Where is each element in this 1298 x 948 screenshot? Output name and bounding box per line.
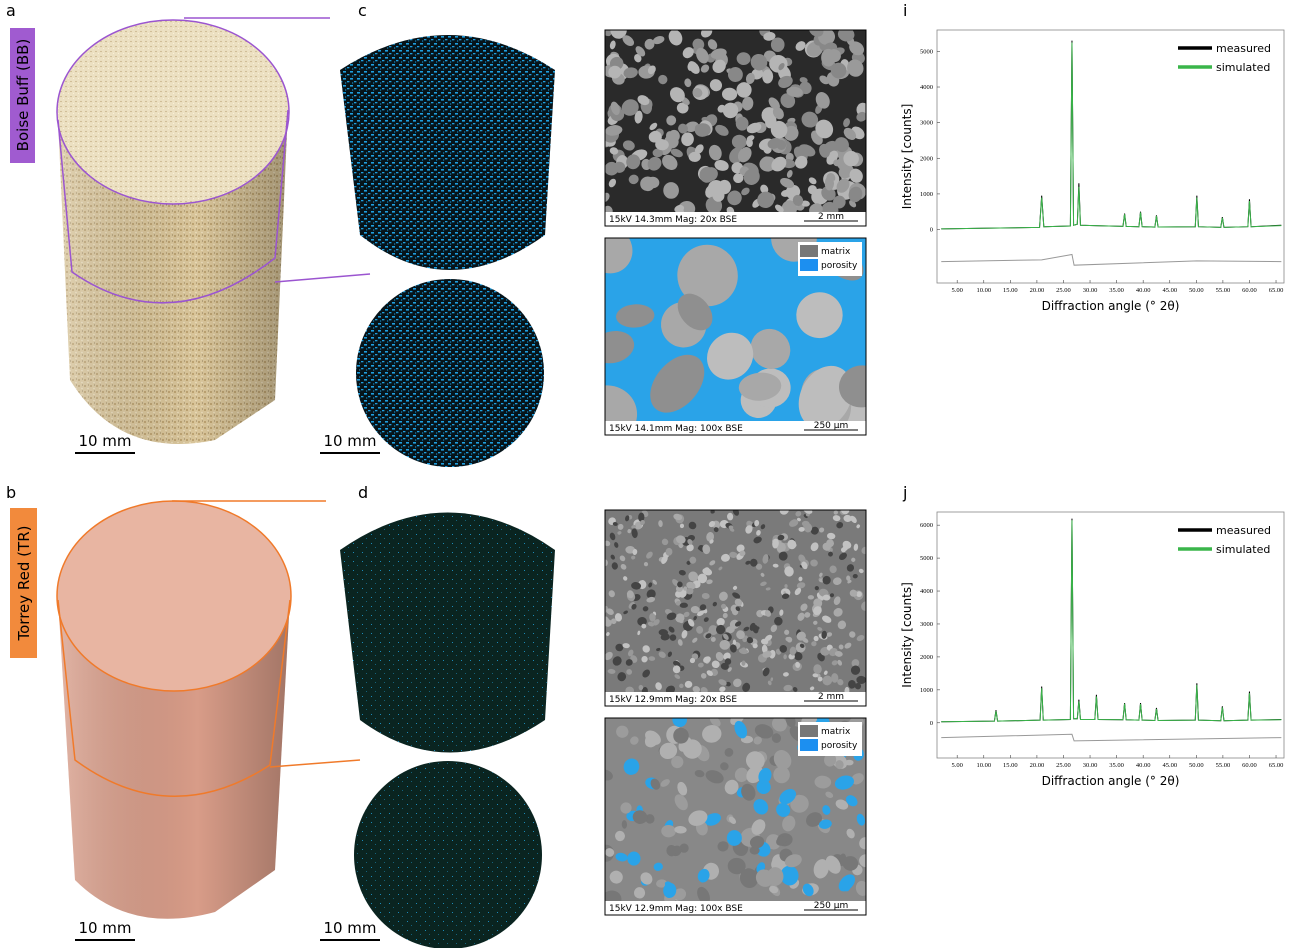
caption: 15kV 12.9mm Mag: 100x BSE bbox=[609, 904, 743, 914]
scale-label: 10 mm bbox=[323, 919, 376, 937]
x-tick-label: 15.00 bbox=[1003, 287, 1018, 294]
figure: a b c d e f g h Boise Buff (BB) Torrey R… bbox=[0, 0, 1298, 948]
y-tick-label: 0 bbox=[930, 227, 933, 234]
x-tick-label: 10.00 bbox=[976, 287, 991, 294]
legend-label: measured bbox=[1216, 524, 1271, 537]
legend-swatch bbox=[800, 245, 818, 257]
ct-slice bbox=[356, 279, 544, 467]
scale-label: 10 mm bbox=[323, 432, 376, 450]
legend-label: matrix bbox=[821, 727, 851, 737]
connector bbox=[270, 760, 360, 767]
x-tick-label: 50.00 bbox=[1189, 762, 1204, 769]
y-tick-label: 6000 bbox=[920, 522, 933, 529]
x-tick-label: 5.00 bbox=[952, 762, 963, 769]
caption: 15kV 12.9mm Mag: 20x BSE bbox=[609, 695, 737, 705]
micrograph: 15kV 14.1mm Mag: 100x BSE250 µmmatrixpor… bbox=[570, 214, 888, 451]
panel-label: a bbox=[6, 1, 16, 20]
legend-label: simulated bbox=[1216, 543, 1270, 556]
legend-swatch bbox=[800, 739, 818, 751]
caption: 15kV 14.1mm Mag: 100x BSE bbox=[609, 424, 743, 434]
y-tick-label: 3000 bbox=[920, 621, 933, 628]
connector bbox=[275, 274, 370, 282]
x-tick-label: 65.00 bbox=[1269, 287, 1284, 294]
caption: 15kV 14.3mm Mag: 20x BSE bbox=[609, 215, 737, 225]
x-tick-label: 35.00 bbox=[1109, 287, 1124, 294]
xrd-chart: i 0 1000 2000 3000 4000 5000 5.00 10.00 15.00 20.0… bbox=[900, 1, 1284, 313]
y-tick-label: 4000 bbox=[920, 588, 933, 595]
y-tick-label: 2000 bbox=[920, 155, 933, 162]
x-tick-label: 35.00 bbox=[1109, 762, 1124, 769]
x-tick-label: 55.00 bbox=[1216, 287, 1231, 294]
x-tick-label: 10.00 bbox=[976, 762, 991, 769]
x-tick-label: 40.00 bbox=[1136, 762, 1151, 769]
y-tick-label: 0 bbox=[930, 720, 933, 727]
ct-volume bbox=[340, 35, 555, 270]
grain bbox=[825, 176, 834, 190]
y-tick-label: 4000 bbox=[920, 84, 933, 91]
x-tick-label: 25.00 bbox=[1056, 287, 1071, 294]
image-area bbox=[599, 505, 872, 695]
y-axis-label: Intensity [counts] bbox=[900, 582, 914, 688]
y-tick-label: 2000 bbox=[920, 654, 933, 661]
legend-swatch bbox=[800, 259, 818, 271]
legend-label: simulated bbox=[1216, 61, 1270, 74]
x-tick-label: 55.00 bbox=[1216, 762, 1231, 769]
grain bbox=[808, 595, 814, 599]
x-tick-label: 60.00 bbox=[1242, 287, 1257, 294]
scale-label: 10 mm bbox=[78, 919, 131, 937]
scale-label: 10 mm bbox=[78, 432, 131, 450]
sample-name: Torrey Red (TR) bbox=[15, 526, 33, 642]
panel-label: c bbox=[358, 1, 367, 20]
core-top bbox=[57, 20, 289, 204]
y-tick-label: 1000 bbox=[920, 687, 933, 694]
xrd-panels: i 0 1000 2000 3000 4000 5000 5.00 10.00 15.00 20.0… bbox=[900, 1, 1284, 788]
x-tick-label: 30.00 bbox=[1083, 287, 1098, 294]
x-tick-label: 65.00 bbox=[1269, 762, 1284, 769]
x-tick-label: 15.00 bbox=[1003, 762, 1018, 769]
sample-name: Boise Buff (BB) bbox=[14, 39, 32, 152]
ct-slice bbox=[354, 761, 542, 948]
left-column: a b c d e f g h Boise Buff (BB) Torrey R… bbox=[6, 1, 620, 948]
y-tick-label: 3000 bbox=[920, 120, 933, 127]
legend-label: measured bbox=[1216, 42, 1271, 55]
panel-label: i bbox=[903, 1, 907, 20]
image-area bbox=[597, 21, 870, 222]
x-axis-label: Diffraction angle (° 2θ) bbox=[1042, 774, 1180, 788]
panel-label: d bbox=[358, 483, 368, 502]
legend-label: matrix bbox=[821, 247, 851, 257]
micrograph: 15kV 12.9mm Mag: 100x BSE250 µmmatrixpor… bbox=[596, 709, 873, 915]
x-axis-label: Diffraction angle (° 2θ) bbox=[1042, 299, 1180, 313]
x-tick-label: 50.00 bbox=[1189, 287, 1204, 294]
core-top bbox=[57, 501, 291, 691]
x-tick-label: 5.00 bbox=[952, 287, 963, 294]
series-line bbox=[941, 254, 1281, 265]
y-axis-label: Intensity [counts] bbox=[900, 104, 914, 210]
legend-swatch bbox=[800, 725, 818, 737]
panel-label: j bbox=[902, 483, 907, 502]
xrd-chart: j 0 1000 2000 3000 4000 5000 6000 5.00 10.00 15.00… bbox=[900, 483, 1284, 788]
x-tick-label: 60.00 bbox=[1242, 762, 1257, 769]
y-tick-label: 1000 bbox=[920, 191, 933, 198]
x-tick-label: 45.00 bbox=[1162, 762, 1177, 769]
ct-volume bbox=[340, 513, 555, 753]
x-tick-label: 30.00 bbox=[1083, 762, 1098, 769]
grain bbox=[663, 182, 679, 199]
series-line bbox=[941, 734, 1281, 741]
panel-label: b bbox=[6, 483, 16, 502]
y-tick-label: 5000 bbox=[920, 555, 933, 562]
micrograph: 15kV 14.3mm Mag: 20x BSE2 mm bbox=[597, 21, 870, 226]
sem-panels: 15kV 14.3mm Mag: 20x BSE2 mm15kV 14.1mm … bbox=[570, 21, 888, 915]
x-tick-label: 20.00 bbox=[1030, 762, 1045, 769]
legend-label: porosity bbox=[821, 741, 858, 751]
grain bbox=[712, 189, 724, 202]
x-tick-label: 40.00 bbox=[1136, 287, 1151, 294]
legend-label: porosity bbox=[821, 261, 858, 271]
x-tick-label: 20.00 bbox=[1030, 287, 1045, 294]
x-tick-label: 45.00 bbox=[1162, 287, 1177, 294]
x-tick-label: 25.00 bbox=[1056, 762, 1071, 769]
y-tick-label: 5000 bbox=[920, 48, 933, 55]
